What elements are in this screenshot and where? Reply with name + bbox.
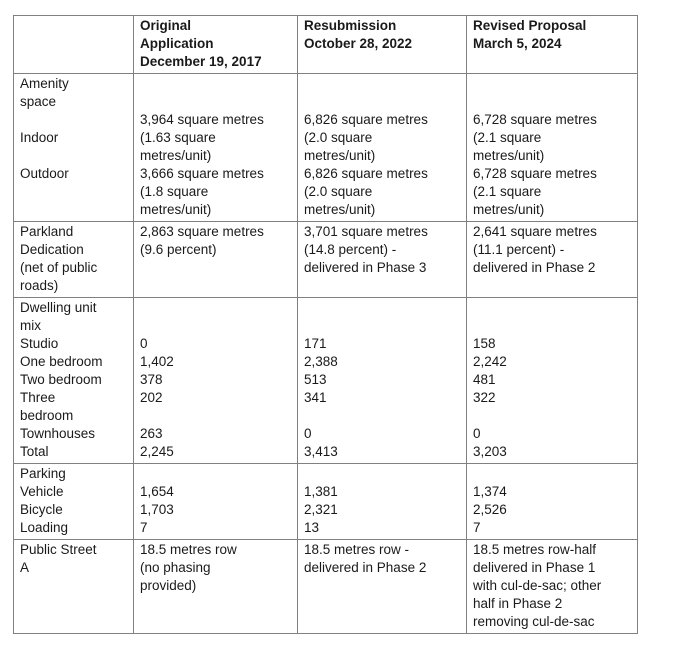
proposal-comparison-table: Original Application December 19, 2017 R… — [13, 15, 638, 634]
public-street-resubmission-value: 18.5 metres row - delivered in Phase 2 — [297, 539, 467, 634]
parking-resubmission-value: 1,381 2,321 13 — [297, 463, 467, 540]
column-header-resubmission: Resubmission October 28, 2022 — [297, 15, 467, 74]
column-header-revised-proposal: Revised Proposal March 5, 2024 — [466, 15, 638, 74]
public-street-original-value: 18.5 metres row (no phasing provided) — [133, 539, 298, 634]
parking-revised-value: 1,374 2,526 7 — [466, 463, 638, 540]
parkland-revised-value: 2,641 square metres (11.1 percent) - del… — [466, 221, 638, 298]
corner-cell — [13, 15, 134, 74]
header-row: Original Application December 19, 2017 R… — [13, 15, 638, 74]
table-row-amenity-space: Amenity space Indoor Outdoor 3,964 squar… — [13, 73, 638, 222]
parkland-original-value: 2,863 square metres (9.6 percent) — [133, 221, 298, 298]
amenity-space-resubmission-value: 6,826 square metres (2.0 square metres/u… — [297, 73, 467, 222]
dwelling-mix-revised-value: 158 2,242 481 322 0 3,203 — [466, 297, 638, 464]
parking-original-value: 1,654 1,703 7 — [133, 463, 298, 540]
column-header-original-application: Original Application December 19, 2017 — [133, 15, 298, 74]
row-label-amenity-space: Amenity space Indoor Outdoor — [13, 73, 134, 222]
public-street-revised-value: 18.5 metres row-half delivered in Phase … — [466, 539, 638, 634]
row-label-parking: Parking Vehicle Bicycle Loading — [13, 463, 134, 540]
amenity-space-original-value: 3,964 square metres (1.63 square metres/… — [133, 73, 298, 222]
row-label-dwelling-unit-mix: Dwelling unit mix Studio One bedroom Two… — [13, 297, 134, 464]
table-row-dwelling-unit-mix: Dwelling unit mix Studio One bedroom Two… — [13, 297, 638, 464]
parkland-resubmission-value: 3,701 square metres (14.8 percent) - del… — [297, 221, 467, 298]
dwelling-mix-original-value: 0 1,402 378 202 263 2,245 — [133, 297, 298, 464]
amenity-space-revised-value: 6,728 square metres (2.1 square metres/u… — [466, 73, 638, 222]
row-label-parkland-dedication: Parkland Dedication (net of public roads… — [13, 221, 134, 298]
table-row-public-street-a: Public Street A 18.5 metres row (no phas… — [13, 539, 638, 634]
dwelling-mix-resubmission-value: 171 2,388 513 341 0 3,413 — [297, 297, 467, 464]
row-label-public-street-a: Public Street A — [13, 539, 134, 634]
table-row-parkland-dedication: Parkland Dedication (net of public roads… — [13, 221, 638, 298]
table-row-parking: Parking Vehicle Bicycle Loading 1,654 1,… — [13, 463, 638, 540]
